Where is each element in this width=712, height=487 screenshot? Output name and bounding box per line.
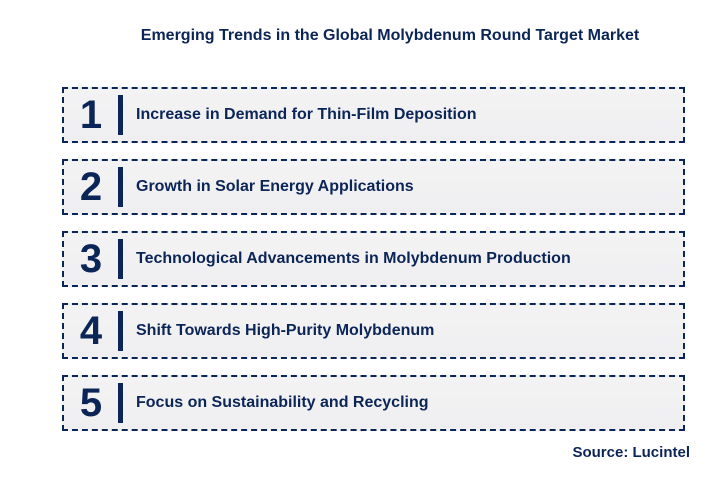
- trend-number: 3: [79, 237, 103, 281]
- trend-number: 5: [79, 381, 103, 425]
- divider-bar: [118, 239, 123, 279]
- trend-list: 1 Increase in Demand for Thin-Film Depos…: [62, 87, 685, 447]
- trend-label: Shift Towards High-Purity Molybdenum: [136, 322, 435, 339]
- trend-row-1: 1 Increase in Demand for Thin-Film Depos…: [62, 87, 685, 143]
- trend-label: Focus on Sustainability and Recycling: [136, 394, 429, 411]
- trend-number: 4: [79, 309, 103, 353]
- divider-bar: [118, 95, 123, 135]
- trend-row-5: 5 Focus on Sustainability and Recycling: [62, 375, 685, 431]
- divider-bar: [118, 311, 123, 351]
- page-title: Emerging Trends in the Global Molybdenum…: [140, 27, 640, 44]
- trend-label: Increase in Demand for Thin-Film Deposit…: [136, 106, 477, 123]
- trend-label: Growth in Solar Energy Applications: [136, 178, 414, 195]
- divider-bar: [118, 167, 123, 207]
- trend-label: Technological Advancements in Molybdenum…: [136, 250, 571, 267]
- trend-row-2: 2 Growth in Solar Energy Applications: [62, 159, 685, 215]
- trend-number: 1: [79, 93, 103, 137]
- trend-number: 2: [79, 165, 103, 209]
- divider-bar: [118, 383, 123, 423]
- trend-row-4: 4 Shift Towards High-Purity Molybdenum: [62, 303, 685, 359]
- trend-row-3: 3 Technological Advancements in Molybden…: [62, 231, 685, 287]
- source-credit: Source: Lucintel: [572, 444, 690, 461]
